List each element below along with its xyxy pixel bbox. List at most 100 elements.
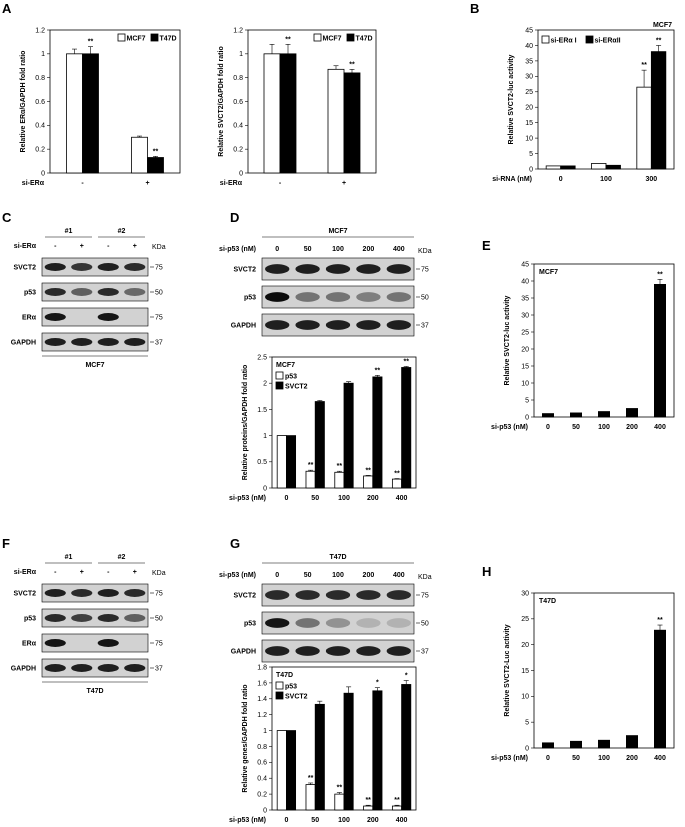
blot-band [71,288,93,296]
kda-label: 75 [421,593,429,600]
y-tick-label: 5 [525,397,529,404]
blot-band [124,338,146,346]
y-tick-label: 20 [521,642,529,649]
kda-label: 75 [155,265,163,272]
bar [131,136,148,174]
x-tick-label: 0 [284,495,288,502]
x-tick-label: 400 [396,817,408,824]
x-tick-label: 50 [572,424,580,431]
x-axis-label: si-p53 (nM) [229,495,266,502]
bar [343,72,361,174]
kda-label: 50 [421,295,429,302]
x-tick-label: 0 [559,176,563,183]
y-axis-label: Relative ERα/GAPDH fold ratio [20,51,27,153]
bar [654,283,667,418]
y-tick-label: 1 [239,51,243,58]
kda-label: 75 [155,315,163,322]
x-axis-label: si-p53 (nM) [491,424,528,431]
bar [305,470,316,489]
x-tick-label: 200 [626,424,638,431]
significance-mark: ** [337,463,343,470]
blot-row-label: GAPDH [231,649,256,656]
blot-band [44,263,66,271]
y-tick-label: 0.4 [233,123,243,130]
bar [542,742,555,749]
treatment-label: si-p53 (nM) [219,246,256,253]
x-tick-label: 100 [598,424,610,431]
y-tick-label: 1.8 [257,664,267,671]
y-axis-label: Relative SVCT2-luc activity [504,295,511,385]
bar [285,435,297,489]
blot-band [356,646,381,656]
x-tick-label: 50 [311,495,319,502]
y-tick-label: 1.5 [257,407,267,414]
blot-band [356,292,381,302]
blot-band [386,646,411,656]
x-tick-label: + [342,180,346,187]
blot-band [325,590,351,600]
panel-label-g: G [230,536,240,551]
legend-label: p53 [285,373,297,380]
blot-row-label: p53 [24,290,36,297]
blot-row-label: SVCT2 [13,591,36,598]
y-tick-label: 0 [525,414,529,421]
blot-band [71,614,93,622]
bar [276,435,287,489]
kda-header: KDa [152,244,166,251]
blot-strip [41,257,149,277]
lane-label: - [54,569,57,576]
x-tick-label: - [279,180,282,187]
bar [542,413,555,418]
kda-label: 50 [421,621,429,628]
bar [570,412,583,418]
legend-swatch [117,33,126,42]
bar [314,401,325,489]
bar [598,411,611,418]
blot-band [71,338,93,346]
kda-label: 50 [155,290,163,297]
x-axis-label: si-RNA (nM) [492,176,532,183]
western-blot-g: SVCT2 75 p53 50 GAPDH 37 KDa si-p53 (nM) 0 50 100 2… [219,554,432,663]
legend-swatch [275,381,284,390]
blot-band [97,639,119,647]
blot-band [71,589,93,597]
panel-label-f: F [2,536,10,551]
blot-row-label: GAPDH [11,340,36,347]
chart-a-svct2: 0 0.2 0.4 0.6 0.8 1 1.2 Relative SVCT2/GAPDH fo… [218,27,377,187]
blot-band [97,589,119,597]
legend-swatch [313,33,322,42]
blot-row-label: ERα [22,641,37,648]
lane-label: 50 [304,572,312,579]
y-tick-label: 25 [521,616,529,623]
western-blot-c: SVCT2 75 p53 50 ERα 75 GAPDH 37 KDa si-ERα - + - + #1 #… [11,228,166,369]
legend-swatch [275,691,284,700]
blot-band [124,288,146,296]
y-tick-label: 0.8 [257,744,267,751]
cell-line-label: MCF7 [328,228,347,235]
chart-title: T47D [539,598,556,605]
blot-band [124,614,146,622]
x-axis-label: si-ERα [220,180,243,187]
y-tick-label: 15 [521,363,529,370]
bar [626,735,639,749]
blot-band [265,264,290,274]
x-tick-label: 400 [654,755,666,762]
y-tick-label: 10 [521,694,529,701]
y-tick-label: 25 [525,89,533,96]
blot-band [386,264,411,274]
legend-label: MCF7 [323,35,342,42]
y-tick-label: 0.4 [35,123,45,130]
legend-label: T47D [356,35,373,42]
blot-band [97,664,119,672]
y-tick-label: 0 [263,807,267,814]
chart-title: MCF7 [276,362,295,369]
bar [314,703,325,811]
lane-label: + [80,243,84,250]
legend-label: SVCT2 [285,693,308,700]
kda-label: 37 [421,649,429,656]
blot-band [386,320,411,330]
blot-strip [41,633,149,653]
bar [285,730,297,811]
group-label: #2 [118,228,126,235]
